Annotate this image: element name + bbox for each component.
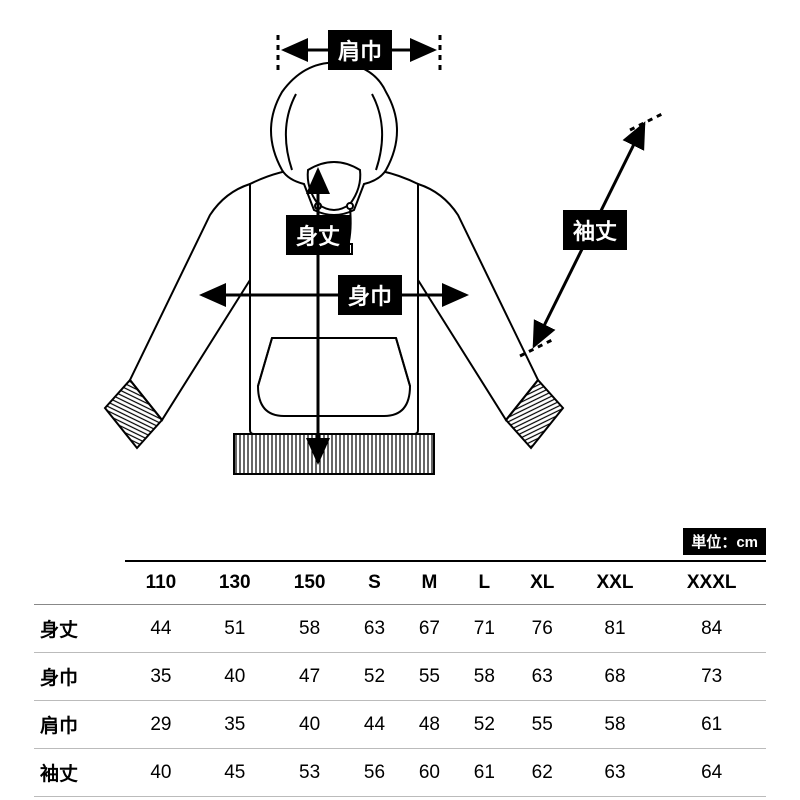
- col-header: 150: [272, 561, 347, 605]
- row-label: 肩巾: [34, 701, 125, 749]
- cell: 84: [657, 605, 766, 653]
- cell: 35: [125, 653, 198, 701]
- hoodie-svg: [50, 20, 750, 510]
- sleeve-label: 袖丈: [563, 210, 627, 250]
- cell: 35: [197, 701, 272, 749]
- cell: 58: [457, 653, 512, 701]
- size-table-head: 110130150SMLXLXXLXXXL: [34, 561, 766, 605]
- cell: 40: [197, 653, 272, 701]
- size-table: 110130150SMLXLXXLXXXL 身丈4451586367717681…: [34, 560, 766, 797]
- cell: 44: [347, 701, 402, 749]
- length-label: 身丈: [286, 215, 350, 255]
- size-table-area: 110130150SMLXLXXLXXXL 身丈4451586367717681…: [34, 560, 766, 797]
- cell: 63: [573, 749, 658, 797]
- hoodie-diagram: 肩巾 身丈 身巾 袖丈: [50, 20, 750, 510]
- cell: 52: [347, 653, 402, 701]
- cell: 71: [457, 605, 512, 653]
- table-row: 身巾354047525558636873: [34, 653, 766, 701]
- cell: 29: [125, 701, 198, 749]
- cell: 44: [125, 605, 198, 653]
- row-label: 身巾: [34, 653, 125, 701]
- size-table-body: 身丈445158636771768184身巾354047525558636873…: [34, 605, 766, 797]
- cell: 73: [657, 653, 766, 701]
- col-header: XXL: [573, 561, 658, 605]
- cell: 55: [512, 701, 573, 749]
- row-label: 身丈: [34, 605, 125, 653]
- cell: 45: [197, 749, 272, 797]
- col-header: 130: [197, 561, 272, 605]
- col-header: XXXL: [657, 561, 766, 605]
- row-label: 袖丈: [34, 749, 125, 797]
- cell: 51: [197, 605, 272, 653]
- cell: 60: [402, 749, 457, 797]
- col-header: S: [347, 561, 402, 605]
- cell: 48: [402, 701, 457, 749]
- cell: 63: [512, 653, 573, 701]
- cell: 61: [657, 701, 766, 749]
- cell: 40: [125, 749, 198, 797]
- cell: 56: [347, 749, 402, 797]
- col-blank: [34, 561, 125, 605]
- cell: 55: [402, 653, 457, 701]
- shoulder-label: 肩巾: [328, 30, 392, 70]
- cell: 61: [457, 749, 512, 797]
- cell: 64: [657, 749, 766, 797]
- table-row: 袖丈404553566061626364: [34, 749, 766, 797]
- col-header: M: [402, 561, 457, 605]
- cell: 58: [573, 701, 658, 749]
- cell: 81: [573, 605, 658, 653]
- cell: 67: [402, 605, 457, 653]
- cell: 63: [347, 605, 402, 653]
- cell: 58: [272, 605, 347, 653]
- cell: 68: [573, 653, 658, 701]
- cell: 76: [512, 605, 573, 653]
- table-row: 身丈445158636771768184: [34, 605, 766, 653]
- table-row: 肩巾293540444852555861: [34, 701, 766, 749]
- unit-badge: 単位：cm: [683, 528, 766, 555]
- cell: 40: [272, 701, 347, 749]
- width-label: 身巾: [338, 275, 402, 315]
- cell: 47: [272, 653, 347, 701]
- cell: 62: [512, 749, 573, 797]
- cell: 52: [457, 701, 512, 749]
- col-header: 110: [125, 561, 198, 605]
- col-header: L: [457, 561, 512, 605]
- cell: 53: [272, 749, 347, 797]
- col-header: XL: [512, 561, 573, 605]
- hoodie-svg-wrap: [50, 20, 750, 510]
